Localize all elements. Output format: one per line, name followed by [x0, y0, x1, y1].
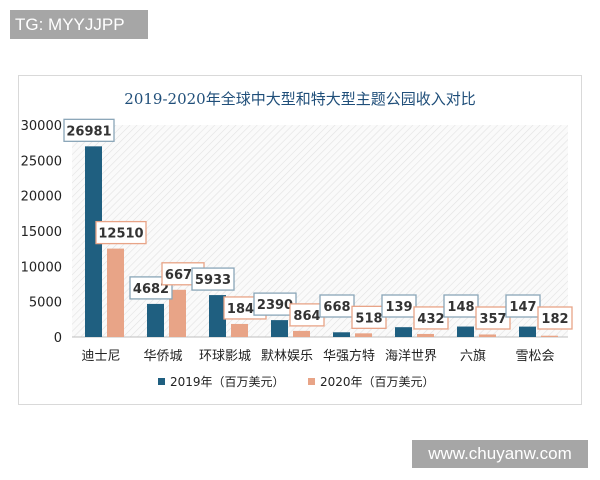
data-label: 4682: [133, 282, 169, 297]
bar-2020: [417, 333, 434, 337]
watermark-top: TG: MYYJJPP: [10, 10, 148, 39]
bar-2019: [147, 303, 164, 337]
y-tick-label: 25000: [21, 154, 62, 169]
x-tick-label: 华侨城: [143, 349, 182, 364]
bar-2019: [519, 326, 536, 337]
x-tick-label: 六旗: [460, 348, 486, 364]
bar-2019: [395, 327, 412, 337]
x-tick-label: 华强方特: [323, 348, 375, 364]
x-tick-label: 环球影城: [199, 349, 251, 364]
data-label-box: [537, 306, 573, 330]
chart-title: 2019-2020年全球中大型和特大型主题公园收入对比: [124, 90, 475, 108]
data-label: 432: [417, 312, 444, 327]
data-label: 148: [447, 300, 474, 315]
y-tick-label: 5000: [29, 296, 62, 311]
y-tick-label: 10000: [21, 260, 62, 275]
bar-2019: [271, 320, 288, 337]
data-label-box: [95, 220, 147, 245]
bar-2019: [457, 326, 474, 337]
data-label: 518: [355, 311, 382, 326]
bar-2020: [169, 289, 186, 337]
bar-2020: [107, 248, 124, 337]
data-label-box: [63, 118, 115, 142]
y-tick-label: 20000: [21, 190, 62, 205]
legend-swatch: [158, 378, 165, 385]
bar-2019: [85, 146, 102, 337]
legend-label: 2020年（百万美元）: [320, 375, 435, 389]
bar-2019: [333, 332, 350, 337]
x-tick-label: 雪松会: [515, 349, 554, 364]
bar-2020: [231, 323, 248, 337]
data-label: 147: [509, 300, 536, 315]
y-tick-label: 30000: [21, 119, 62, 134]
chart-frame: [18, 75, 582, 405]
legend-label: 2019年（百万美元）: [170, 375, 285, 389]
y-tick-label: 15000: [21, 225, 62, 240]
bar-2020: [541, 335, 558, 337]
data-label: 12510: [98, 227, 143, 242]
data-label-box: [381, 294, 417, 318]
bar-2020: [479, 334, 496, 337]
data-label: 668: [323, 300, 350, 315]
data-label-box: [413, 306, 449, 330]
data-label: 357: [479, 312, 506, 327]
x-tick-label: 迪士尼: [81, 349, 120, 364]
bar-2020: [355, 333, 372, 337]
watermark-bottom: www.chuyanw.com: [412, 440, 588, 468]
y-tick-label: 0: [54, 331, 62, 346]
data-label: 2390: [257, 298, 293, 313]
data-label-box: [475, 306, 511, 330]
x-tick-label: 海洋世界: [385, 349, 437, 364]
data-label: 5933: [195, 273, 231, 288]
data-label-box: [505, 294, 541, 318]
bar-2019: [209, 295, 226, 337]
data-label-box: [443, 294, 479, 318]
data-label-box: [191, 267, 235, 291]
x-tick-label: 默林娱乐: [261, 348, 313, 364]
data-label: 139: [385, 300, 412, 315]
bar-2020: [293, 330, 310, 337]
data-label: 182: [541, 312, 568, 327]
data-label: 26981: [66, 124, 111, 139]
data-label: 864: [293, 309, 320, 324]
legend-swatch: [308, 378, 315, 385]
